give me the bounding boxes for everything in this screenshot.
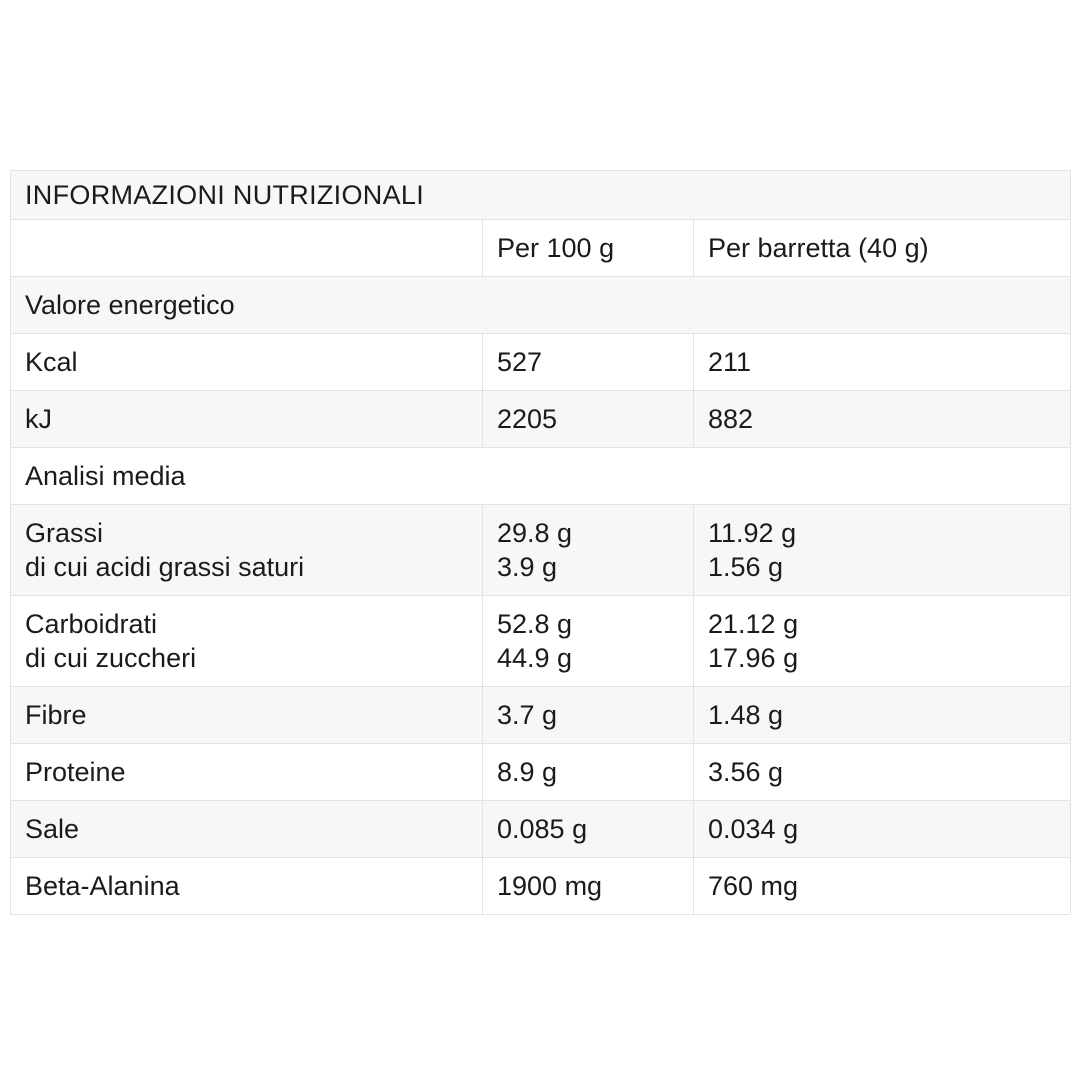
nutrition-table: INFORMAZIONI NUTRIZIONALI Per 100 g Per … bbox=[9, 170, 1072, 915]
label-line-2: di cui zuccheri bbox=[25, 643, 197, 673]
cell-label: Fibre bbox=[10, 686, 483, 744]
section-row-analisi-media: Analisi media bbox=[9, 447, 1072, 505]
header-empty-cell bbox=[10, 219, 483, 277]
cell-label: Sale bbox=[10, 800, 483, 858]
cell-label: Beta-Alanina bbox=[10, 857, 483, 915]
cell-per-barretta: 1.48 g bbox=[692, 686, 1072, 744]
cell-label: Proteine bbox=[10, 743, 483, 801]
cell-per-100g: 52.8 g 44.9 g bbox=[482, 595, 694, 687]
value-line-2: 44.9 g bbox=[497, 643, 573, 673]
cell-per-100g: 0.085 g bbox=[482, 800, 694, 858]
value-line-1: 21.12 g bbox=[708, 609, 799, 639]
value-line-2: 3.9 g bbox=[497, 552, 558, 582]
row-kcal: Kcal 527 211 bbox=[10, 333, 1072, 391]
cell-per-barretta: 21.12 g 17.96 g bbox=[692, 595, 1072, 687]
row-fibre: Fibre 3.7 g 1.48 g bbox=[10, 686, 1072, 744]
cell-per-barretta: 882 bbox=[692, 390, 1072, 448]
section-label-valore-energetico: Valore energetico bbox=[9, 276, 1072, 334]
row-carboidrati: Carboidrati di cui zuccheri 52.8 g 44.9 … bbox=[10, 595, 1072, 687]
table-title-row: INFORMAZIONI NUTRIZIONALI bbox=[9, 170, 1072, 220]
cell-per-barretta: 0.034 g bbox=[692, 800, 1072, 858]
row-kj: kJ 2205 882 bbox=[10, 390, 1072, 448]
table-header-row: Per 100 g Per barretta (40 g) bbox=[10, 219, 1072, 277]
cell-per-100g: 1900 mg bbox=[482, 857, 694, 915]
cell-per-100g: 2205 bbox=[482, 390, 694, 448]
cell-label: Kcal bbox=[10, 333, 483, 391]
value-line-2: 1.56 g bbox=[708, 552, 784, 582]
label-line-1: Carboidrati bbox=[25, 609, 158, 639]
cell-label: kJ bbox=[10, 390, 483, 448]
header-per-100g: Per 100 g bbox=[482, 219, 694, 277]
label-line-1: Grassi bbox=[25, 518, 104, 548]
section-row-valore-energetico: Valore energetico bbox=[9, 276, 1072, 334]
value-line-2: 17.96 g bbox=[708, 643, 799, 673]
cell-per-barretta: 760 mg bbox=[692, 857, 1072, 915]
cell-per-100g: 527 bbox=[482, 333, 694, 391]
header-per-barretta: Per barretta (40 g) bbox=[692, 219, 1072, 277]
section-label-analisi-media: Analisi media bbox=[9, 447, 1072, 505]
cell-label: Carboidrati di cui zuccheri bbox=[10, 595, 483, 687]
row-proteine: Proteine 8.9 g 3.56 g bbox=[10, 743, 1072, 801]
cell-per-barretta: 211 bbox=[692, 333, 1072, 391]
label-line-2: di cui acidi grassi saturi bbox=[25, 552, 305, 582]
cell-per-100g: 8.9 g bbox=[482, 743, 694, 801]
cell-per-barretta: 3.56 g bbox=[692, 743, 1072, 801]
cell-per-100g: 29.8 g 3.9 g bbox=[482, 504, 694, 596]
cell-label: Grassi di cui acidi grassi saturi bbox=[10, 504, 483, 596]
row-beta-alanina: Beta-Alanina 1900 mg 760 mg bbox=[10, 857, 1072, 915]
value-line-1: 29.8 g bbox=[497, 518, 573, 548]
row-sale: Sale 0.085 g 0.034 g bbox=[10, 800, 1072, 858]
value-line-1: 11.92 g bbox=[708, 518, 797, 548]
cell-per-barretta: 11.92 g 1.56 g bbox=[692, 504, 1072, 596]
cell-per-100g: 3.7 g bbox=[482, 686, 694, 744]
table-title: INFORMAZIONI NUTRIZIONALI bbox=[9, 170, 1072, 220]
value-line-1: 52.8 g bbox=[497, 609, 573, 639]
row-grassi: Grassi di cui acidi grassi saturi 29.8 g… bbox=[10, 504, 1072, 596]
